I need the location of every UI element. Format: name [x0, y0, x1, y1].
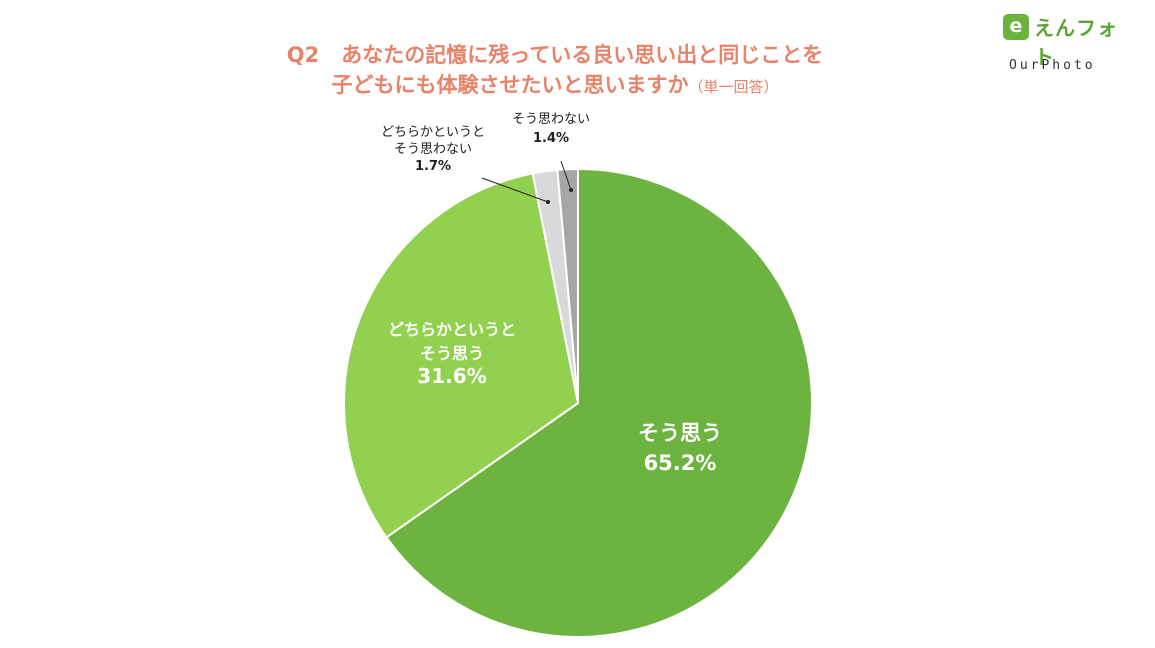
logo-subtitle: OurPhoto [1009, 58, 1096, 73]
slice-label-2: どちらかというとそう思う 31.6% [388, 320, 516, 388]
slice-name-1: そう思う [638, 421, 722, 445]
pie-slice-1 [385, 167, 813, 638]
title-note: （単一回答） [688, 78, 779, 96]
leader-dot-4 [569, 188, 573, 192]
slice-name-4: そう思わない [512, 112, 590, 127]
slice-label-1: そう思う 65.2% [638, 421, 722, 475]
leader-line-3 [481, 177, 549, 203]
slice-label-4: そう思わない 1.4% [512, 112, 590, 146]
pie-slice-2 [343, 172, 580, 539]
pie-slice-4 [556, 167, 579, 404]
slice-value-1: 65.2% [644, 451, 717, 475]
slice-name-3: そう思わない [394, 142, 472, 157]
question-number: Q2 [286, 43, 320, 67]
leader-dot-3 [546, 200, 550, 204]
slice-value-3: 1.7% [415, 159, 451, 174]
leader-line-4 [560, 160, 572, 191]
slice-name-2: そう思う [420, 344, 484, 363]
slice-name-2: どちらかというと [388, 320, 516, 339]
title-text-2: 子どもにも体験させたいと思いますか [331, 73, 689, 97]
slice-value-4: 1.4% [533, 131, 569, 146]
logo-name: えんフォト [1034, 16, 1118, 69]
title-text-1: あなたの記憶に残っている良い思い出と同じことを [341, 43, 824, 67]
slice-name-3: どちらかというと [381, 125, 485, 140]
title-line-1: Q2 あなたの記憶に残っている良い思い出と同じことを [0, 40, 1110, 70]
title-line-2: 子どもにも体験させたいと思いますか（単一回答） [0, 70, 1110, 102]
brand-logo: e えんフォト OurPhoto [1003, 10, 1133, 80]
logo-mark-icon: e [1003, 14, 1029, 40]
chart-title: Q2 あなたの記憶に残っている良い思い出と同じことを 子どもにも体験させたいと思い… [0, 40, 1110, 102]
slice-label-3: どちらかというとそう思わない 1.7% [381, 125, 485, 174]
slice-value-2: 31.6% [417, 364, 486, 388]
